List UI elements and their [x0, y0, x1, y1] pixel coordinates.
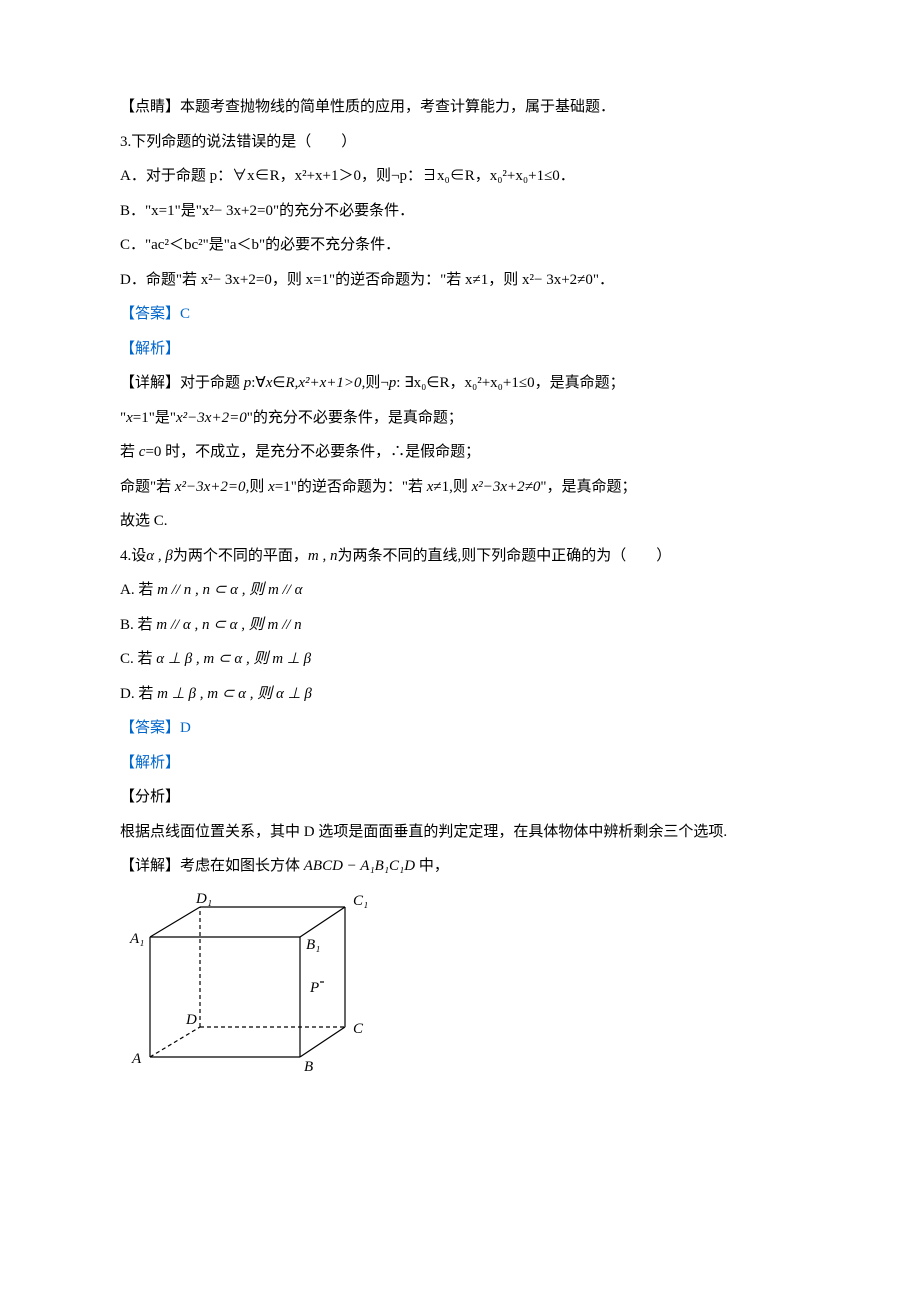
- q3-option-d: D．命题"若 x²− 3x+2=0，则 x=1"的逆否命题为："若 x≠1，则 …: [120, 263, 810, 298]
- q4-detail-intro: 【详解】考虑在如图长方体 ABCD − A₁B₁C₁D 中，: [120, 849, 810, 884]
- cuboid-svg: A B C D A₁ B₁ C₁ D₁ P: [120, 892, 380, 1082]
- math: α ⊥ β , m ⊂ α , 则 m ⊥ β: [156, 651, 311, 667]
- svg-text:D: D: [185, 1012, 197, 1028]
- q3-analysis-label: 【解析】: [120, 332, 810, 367]
- label: D. 若: [120, 686, 157, 702]
- math: m // n , n ⊂ α , 则 m // α: [157, 582, 302, 598]
- text: "的充分不必要条件，是真命题；: [247, 410, 463, 426]
- math: α , β: [146, 548, 173, 564]
- math: ABCD − A₁B₁C₁D: [304, 858, 415, 874]
- math: m // α , n ⊂ α , 则 m // n: [156, 617, 301, 633]
- cuboid-diagram: A B C D A₁ B₁ C₁ D₁ P: [120, 892, 810, 1082]
- svg-text:A₁: A₁: [129, 931, 144, 947]
- q3-detail-5: 故选 C.: [120, 504, 810, 539]
- text: ≠1,则: [433, 479, 471, 495]
- label: C. 若: [120, 651, 156, 667]
- text: 【详解】考虑在如图长方体: [120, 858, 304, 874]
- q4-fenxi-label: 【分析】: [120, 780, 810, 815]
- text: "，是真命题；: [540, 479, 636, 495]
- q3-option-c: C．"ac²＜bc²"是"a＜b"的必要不充分条件．: [120, 228, 810, 263]
- q4-fenxi-body: 根据点线面位置关系，其中 D 选项是面面垂直的判定定理，在具体物体中辨析剩余三个…: [120, 815, 810, 850]
- text: ,则: [246, 479, 269, 495]
- svg-text:C: C: [353, 1021, 364, 1037]
- label: A. 若: [120, 582, 157, 598]
- math: m ⊥ β , m ⊂ α , 则 α ⊥ β: [157, 686, 312, 702]
- svg-text:C₁: C₁: [353, 893, 368, 909]
- text: =1"是": [133, 410, 176, 426]
- svg-text:B: B: [304, 1059, 313, 1075]
- math: x: [268, 479, 275, 495]
- math: x²−3x+2≠0: [472, 479, 541, 495]
- q3-detail-3: 若 c=0 时，不成立，是充分不必要条件，∴是假命题；: [120, 435, 810, 470]
- svg-text:P: P: [309, 980, 319, 996]
- text: :∀: [251, 375, 265, 391]
- q4-analysis-label: 【解析】: [120, 746, 810, 781]
- text: 若: [120, 444, 139, 460]
- q3-answer: 【答案】C: [120, 297, 810, 332]
- q4-option-d: D. 若 m ⊥ β , m ⊂ α , 则 α ⊥ β: [120, 677, 810, 712]
- math: x: [126, 410, 133, 426]
- text: 命题"若: [120, 479, 175, 495]
- text: ∈: [272, 375, 285, 391]
- question-3-stem: 3.下列命题的说法错误的是（ ）: [120, 125, 810, 160]
- math: x²−3x+2=0: [175, 479, 246, 495]
- text: 【详解】对于命题: [120, 375, 244, 391]
- text: 为两条不同的直线,则下列命题中正确的为（ ）: [337, 548, 671, 564]
- q4-option-a: A. 若 m // n , n ⊂ α , 则 m // α: [120, 573, 810, 608]
- text: =1"的逆否命题为："若: [275, 479, 427, 495]
- label: B. 若: [120, 617, 156, 633]
- svg-text:B₁: B₁: [306, 937, 320, 953]
- text: ,则¬: [362, 375, 389, 391]
- math: m , n: [308, 548, 338, 564]
- text: 4.设: [120, 548, 146, 564]
- math: x²+x+1>0: [298, 375, 361, 391]
- svg-text:A: A: [131, 1051, 142, 1067]
- question-4-stem: 4.设α , β为两个不同的平面，m , n为两条不同的直线,则下列命题中正确的…: [120, 539, 810, 574]
- text: : ∃x₀∈R，x₀²+x₀+1≤0，是真命题；: [396, 375, 624, 391]
- q4-option-b: B. 若 m // α , n ⊂ α , 则 m // n: [120, 608, 810, 643]
- text: =0 时，不成立，是充分不必要条件，∴是假命题；: [145, 444, 480, 460]
- hint-note: 【点睛】本题考查抛物线的简单性质的应用，考查计算能力，属于基础题．: [120, 90, 810, 125]
- svg-text:D₁: D₁: [195, 892, 212, 907]
- math: x²−3x+2=0: [176, 410, 247, 426]
- q4-answer: 【答案】D: [120, 711, 810, 746]
- text: 中，: [415, 858, 449, 874]
- q3-option-a: A．对于命题 p：∀x∈R，x²+x+1＞0，则¬p：∃x₀∈R，x₀²+x₀+…: [120, 159, 810, 194]
- q3-detail-4: 命题"若 x²−3x+2=0,则 x=1"的逆否命题为："若 x≠1,则 x²−…: [120, 470, 810, 505]
- text: 为两个不同的平面，: [173, 548, 308, 564]
- q3-detail-1: 【详解】对于命题 p:∀x∈R,x²+x+1>0,则¬p: ∃x₀∈R，x₀²+…: [120, 366, 810, 401]
- math: R: [285, 375, 294, 391]
- q3-option-b: B．"x=1"是"x²− 3x+2=0"的充分不必要条件．: [120, 194, 810, 229]
- q4-option-c: C. 若 α ⊥ β , m ⊂ α , 则 m ⊥ β: [120, 642, 810, 677]
- q3-detail-2: "x=1"是"x²−3x+2=0"的充分不必要条件，是真命题；: [120, 401, 810, 436]
